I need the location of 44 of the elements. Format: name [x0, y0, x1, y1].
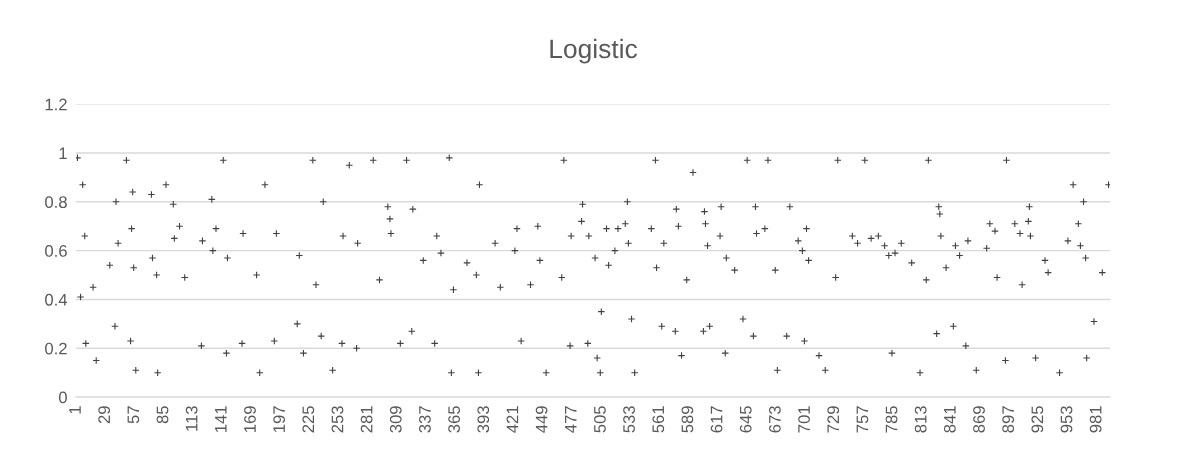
x-tick-label: 281 — [360, 406, 373, 433]
x-tick-label: 701 — [798, 406, 810, 433]
x-tick-label: 505 — [594, 406, 606, 433]
x-tick-label: 449 — [535, 406, 548, 433]
x-tick-label: 785 — [885, 406, 898, 433]
x-tick-label: 169 — [244, 406, 256, 432]
y-tick-label: 0 — [58, 391, 67, 404]
y-tick-label: 0.4 — [45, 293, 68, 306]
x-tick-label: 1 — [69, 406, 81, 414]
x-tick-label: 617 — [710, 406, 723, 433]
x-tick-label: 729 — [827, 406, 840, 433]
y-tick-label: 0.8 — [45, 196, 67, 209]
x-tick-label: 673 — [768, 406, 781, 433]
y-tick-label: 1 — [59, 147, 67, 160]
x-tick-label: 365 — [448, 406, 460, 433]
x-tick-label: 421 — [506, 406, 519, 433]
x-tick-label: 337 — [419, 406, 431, 433]
x-tick-label: 57 — [127, 406, 140, 424]
x-tick-label: 477 — [565, 406, 577, 433]
x-tick-label: 85 — [156, 406, 169, 424]
x-tick-label: 869 — [973, 406, 985, 433]
x-tick-label: 757 — [856, 406, 869, 433]
y-tick-label: 1.2 — [45, 98, 67, 111]
chart-title: Logistic — [550, 38, 638, 64]
x-tick-label: 897 — [1002, 406, 1015, 433]
x-tick-label: 141 — [215, 406, 227, 432]
x-tick-label: 29 — [98, 406, 111, 424]
x-tick-label: 841 — [943, 406, 956, 433]
x-tick-label: 393 — [477, 406, 490, 433]
x-tick-label: 981 — [1089, 406, 1102, 433]
y-tick-label: 0.6 — [45, 245, 67, 257]
x-tick-label: 197 — [273, 406, 286, 432]
x-tick-label: 113 — [185, 406, 198, 431]
x-tick-label: 225 — [302, 406, 315, 433]
x-tick-label: 645 — [739, 406, 752, 433]
x-tick-label: 533 — [623, 406, 635, 433]
y-tick-label: 0.2 — [45, 342, 67, 355]
x-tick-label: 561 — [652, 406, 665, 433]
x-tick-label: 589 — [681, 406, 694, 433]
x-tick-label: 813 — [914, 406, 927, 433]
x-tick-label: 253 — [331, 406, 344, 433]
x-tick-label: 953 — [1060, 406, 1073, 433]
x-tick-label: 309 — [389, 406, 402, 433]
x-tick-label: 925 — [1031, 406, 1044, 433]
